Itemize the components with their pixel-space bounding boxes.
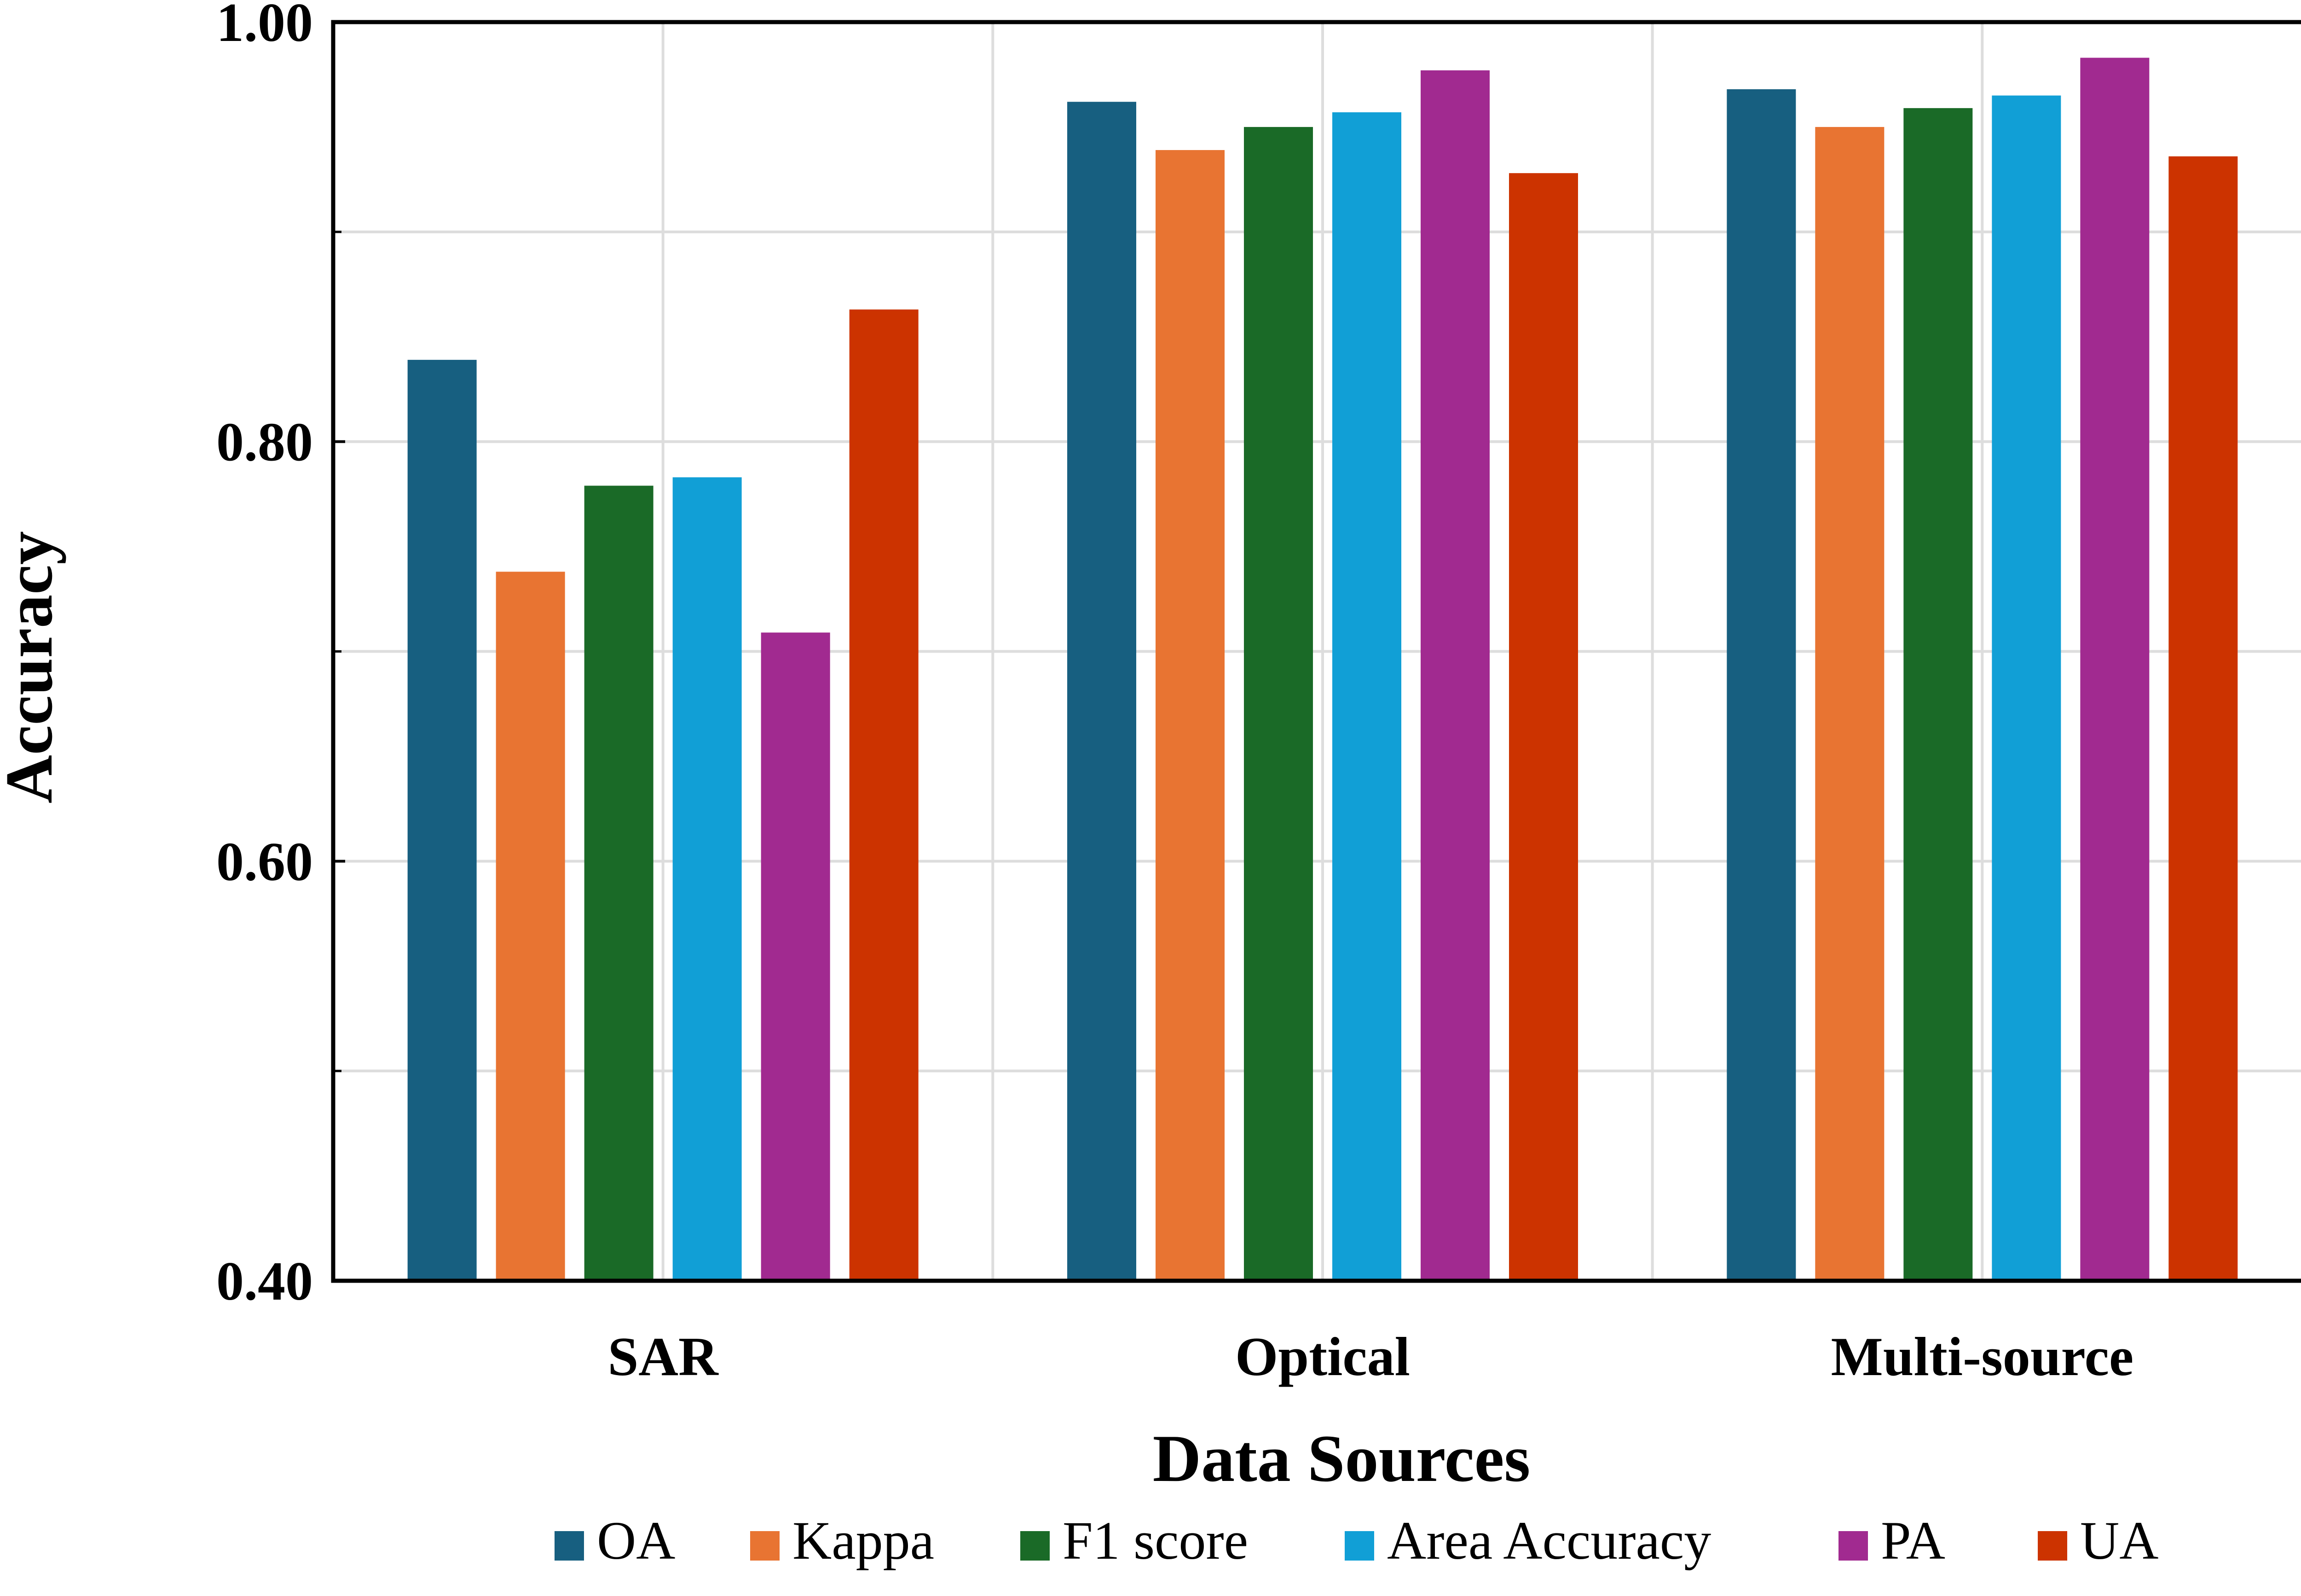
bar-optical-f1-score bbox=[1244, 127, 1313, 1281]
bar-multi-source-pa bbox=[2080, 58, 2150, 1281]
y-tick-label-3: 1.00 bbox=[216, 0, 313, 53]
bar-optical-oa bbox=[1067, 102, 1136, 1281]
legend-swatch-f1-score bbox=[1020, 1531, 1050, 1561]
y-tick-label-0: 0.40 bbox=[216, 1250, 313, 1312]
axis-labels: SAR Optical Multi-source 0.40 0.60 0.80 1.00 bbox=[216, 0, 2133, 1387]
legend-swatch-area-accuracy bbox=[1345, 1531, 1374, 1561]
legend-label-ua: UA bbox=[2080, 1510, 2158, 1571]
x-tick-label-1: Optical bbox=[1235, 1326, 1410, 1387]
bar-optical-pa bbox=[1421, 70, 1490, 1281]
gridlines bbox=[333, 22, 2301, 1281]
y-axis-title: Accuracy bbox=[0, 531, 66, 804]
bar-multi-source-kappa bbox=[1815, 127, 1885, 1281]
axis-ticks bbox=[333, 21, 345, 1282]
legend-swatch-pa bbox=[1838, 1531, 1868, 1561]
bar-sar-pa bbox=[761, 632, 830, 1281]
legend: OA Kappa F1 score Area Accuracy PA UA bbox=[555, 1510, 2158, 1571]
bar-multi-source-area-accuracy bbox=[1992, 95, 2061, 1281]
bar-sar-kappa bbox=[496, 572, 565, 1281]
bars bbox=[407, 58, 2238, 1281]
x-tick-label-2: Multi-source bbox=[1831, 1326, 2134, 1387]
bar-sar-area-accuracy bbox=[672, 477, 742, 1281]
bar-optical-kappa bbox=[1156, 150, 1225, 1281]
bar-multi-source-f1-score bbox=[1903, 108, 1973, 1281]
legend-swatch-oa bbox=[555, 1531, 584, 1561]
y-tick-label-1: 0.60 bbox=[216, 831, 313, 892]
legend-label-oa: OA bbox=[597, 1510, 675, 1571]
bar-sar-ua bbox=[849, 309, 919, 1281]
legend-swatch-kappa bbox=[750, 1531, 780, 1561]
legend-label-area-accuracy: Area Accuracy bbox=[1387, 1510, 1711, 1571]
bar-optical-area-accuracy bbox=[1332, 112, 1401, 1281]
legend-label-pa: PA bbox=[1881, 1510, 1945, 1571]
y-tick-label-2: 0.80 bbox=[216, 411, 313, 473]
legend-label-kappa: Kappa bbox=[792, 1510, 934, 1571]
x-axis-title: Data Sources bbox=[1153, 1421, 1531, 1496]
bar-optical-ua bbox=[1509, 173, 1578, 1281]
legend-label-f1-score: F1 score bbox=[1063, 1510, 1248, 1571]
bar-sar-f1-score bbox=[584, 486, 653, 1281]
legend-swatch-ua bbox=[2038, 1531, 2067, 1561]
bar-sar-oa bbox=[407, 359, 477, 1281]
bar-multi-source-oa bbox=[1727, 89, 1796, 1281]
bar-multi-source-ua bbox=[2168, 156, 2238, 1281]
x-tick-label-0: SAR bbox=[608, 1326, 719, 1387]
